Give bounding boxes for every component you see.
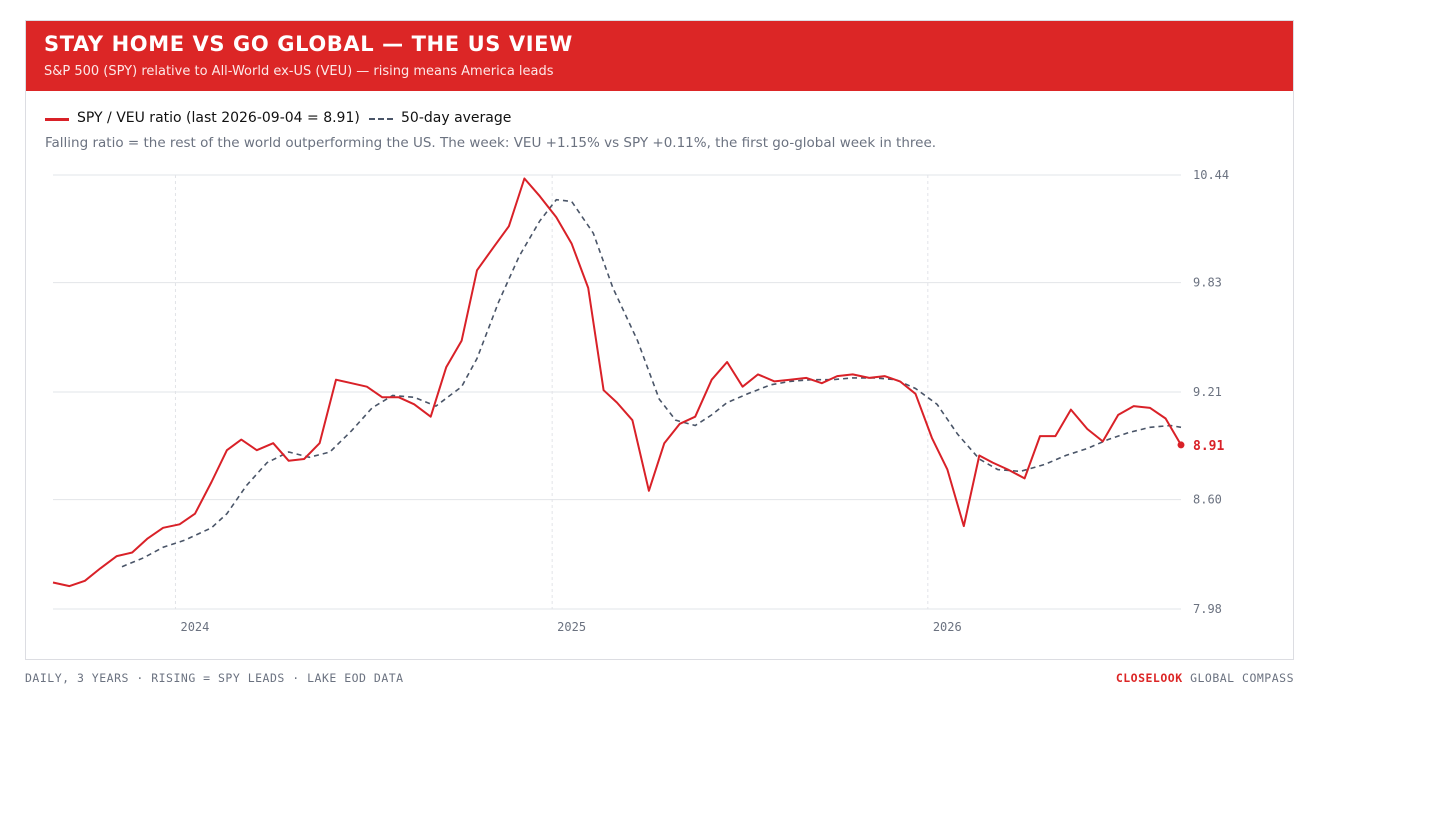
title-banner: STAY HOME VS GO GLOBAL — THE US VIEW S&P…: [26, 21, 1293, 91]
grid: [53, 174, 1181, 610]
x-axis: 2024 2025 2026: [180, 620, 961, 634]
brand-name: CLOSELOOK: [1115, 671, 1183, 685]
series-line-average: [121, 198, 1182, 568]
y-tick-label: 8.60: [1193, 493, 1222, 507]
chart-plot: 10.44 9.83 9.21 8.60 7.98 2024 2025 2026 8.91: [52, 168, 1229, 634]
brand-product: GLOBAL COMPASS: [1190, 671, 1294, 685]
footer-source: DAILY, 3 YEARS · RISING = SPY LEADS · LA…: [25, 671, 404, 685]
y-tick-label: 9.21: [1193, 385, 1222, 399]
y-tick-label: 7.98: [1193, 602, 1222, 616]
x-tick-label: 2024: [180, 620, 209, 634]
y-tick-label: 9.83: [1193, 276, 1222, 290]
chart-subtitle: S&P 500 (SPY) relative to All-World ex-U…: [44, 64, 554, 79]
y-tick-label: 10.44: [1193, 168, 1229, 182]
x-tick-label: 2025: [557, 620, 586, 634]
chart-title: STAY HOME VS GO GLOBAL — THE US VIEW: [44, 32, 573, 56]
legend-swatch-ratio: [45, 118, 69, 121]
series-line-ratio: [52, 177, 1182, 588]
footer-brand: CLOSELOOK GLOBAL COMPASS: [1116, 671, 1294, 685]
chart-note: Falling ratio = the rest of the world ou…: [45, 135, 937, 151]
legend-label-ratio: SPY / VEU ratio (last 2026-09-04 = 8.91): [77, 110, 360, 126]
legend-swatch-average: [369, 118, 393, 120]
y-axis: 10.44 9.83 9.21 8.60 7.98: [1193, 168, 1229, 616]
last-value-marker: [1177, 441, 1185, 449]
x-tick-label: 2026: [933, 620, 962, 634]
legend-label-average: 50-day average: [401, 110, 512, 126]
last-value-label: 8.91: [1193, 439, 1224, 454]
chart-card: STAY HOME VS GO GLOBAL — THE US VIEW S&P…: [25, 20, 1294, 660]
